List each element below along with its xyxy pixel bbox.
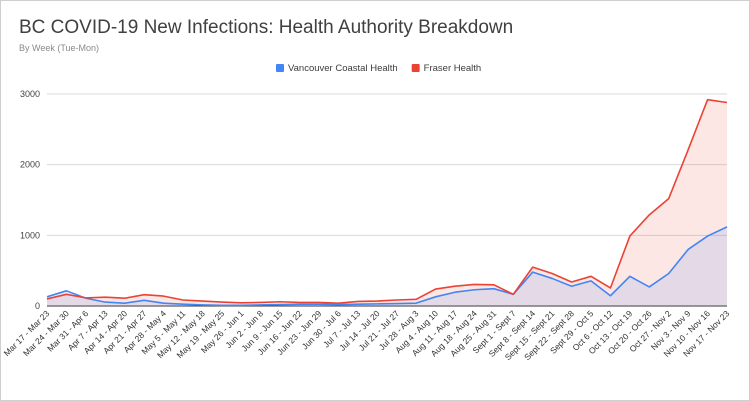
line-fraser-health[interactable] (46, 98, 728, 304)
y-tick-label: 1000 (20, 230, 40, 240)
area-vancouver-coastal-health (47, 226, 727, 306)
legend-swatch (411, 64, 420, 72)
line-vancouver-coastal-health[interactable] (46, 226, 728, 307)
y-axis-ticks: 0 1000 2000 3000 (20, 89, 40, 311)
series-areas (47, 99, 727, 307)
legend-label: Vancouver Coastal Health (288, 63, 398, 74)
chart-subtitle: By Week (Tue-Mon) (19, 43, 100, 53)
gridlines (47, 93, 727, 307)
chart-title: BC COVID-19 New Infections: Health Autho… (19, 17, 514, 38)
legend-label: Fraser Health (424, 63, 482, 74)
y-tick-label: 2000 (20, 160, 40, 170)
series-lines (46, 98, 728, 307)
legend-item-vancouver-coastal-health[interactable]: Vancouver Coastal Health (276, 63, 398, 74)
legend[interactable]: Vancouver Coastal Health Fraser Health (276, 63, 481, 74)
area-fraser-health (47, 99, 727, 307)
y-tick-label: 3000 (20, 89, 40, 99)
legend-item-fraser-health[interactable]: Fraser Health (411, 63, 482, 74)
legend-swatch (276, 64, 284, 72)
y-tick-label: 0 (35, 301, 40, 311)
